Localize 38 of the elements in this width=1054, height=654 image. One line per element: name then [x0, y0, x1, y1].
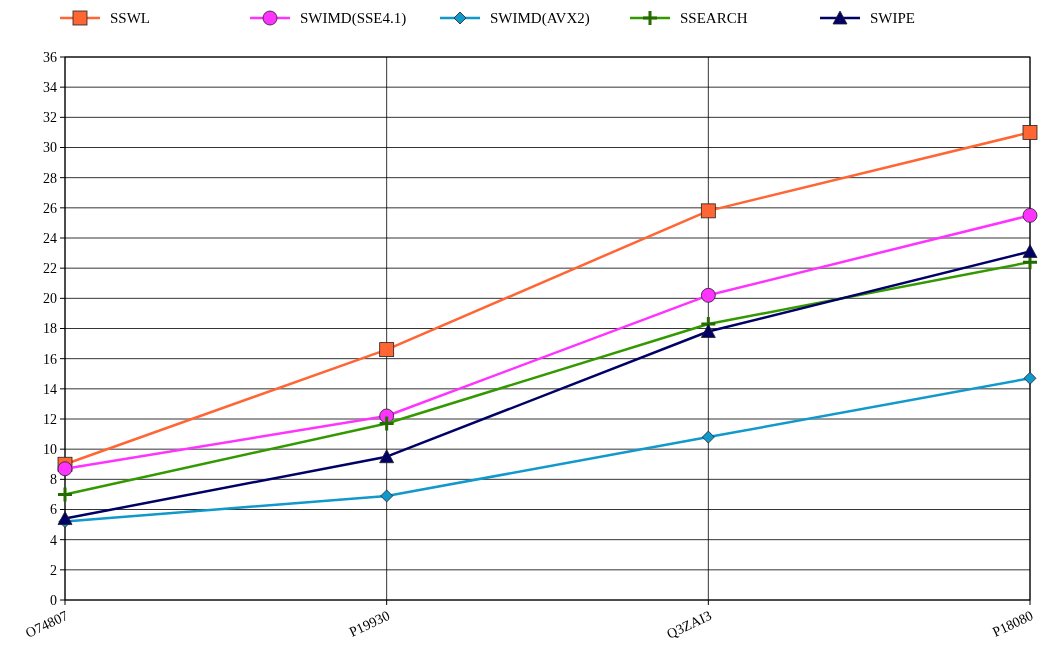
y-tick-label: 18 [43, 321, 57, 337]
point [57, 511, 73, 525]
y-tick-label: 28 [43, 170, 57, 186]
legend-label: SWIPE [870, 10, 915, 27]
legend-label: SWIMD(AVX2) [490, 10, 590, 28]
point [378, 415, 396, 433]
y-tick-label: 6 [50, 502, 57, 518]
y-tick-label: 10 [43, 442, 57, 458]
point [1022, 125, 1038, 140]
point [700, 287, 716, 303]
point [700, 324, 716, 338]
legend-label: SWIMD(SSE4.1) [300, 10, 407, 28]
y-tick-label: 26 [43, 200, 57, 216]
y-tick-label: 0 [50, 592, 57, 608]
y-tick-label: 8 [50, 472, 57, 488]
point [379, 342, 395, 358]
point [57, 461, 73, 477]
y-tick-label: 16 [43, 351, 57, 367]
legend-label: SSWL [110, 10, 151, 27]
y-tick-label: 14 [43, 381, 57, 397]
y-tick-label: 36 [43, 49, 57, 65]
point [700, 203, 716, 219]
point [379, 449, 395, 464]
y-tick-label: 4 [50, 532, 57, 548]
point [380, 489, 394, 503]
y-tick-label: 34 [43, 80, 57, 96]
point [1022, 207, 1038, 223]
y-tick-label: 2 [50, 562, 57, 578]
y-tick-label: 22 [43, 261, 57, 277]
y-tick-label: 30 [43, 140, 57, 156]
point [701, 430, 715, 444]
y-tick-label: 24 [43, 230, 57, 246]
point [1022, 244, 1038, 258]
legend-label: SSEARCH [680, 10, 748, 27]
y-tick-label: 32 [43, 110, 57, 126]
point [1023, 371, 1037, 385]
y-tick-label: 20 [43, 291, 57, 307]
y-tick-label: 12 [43, 411, 57, 427]
